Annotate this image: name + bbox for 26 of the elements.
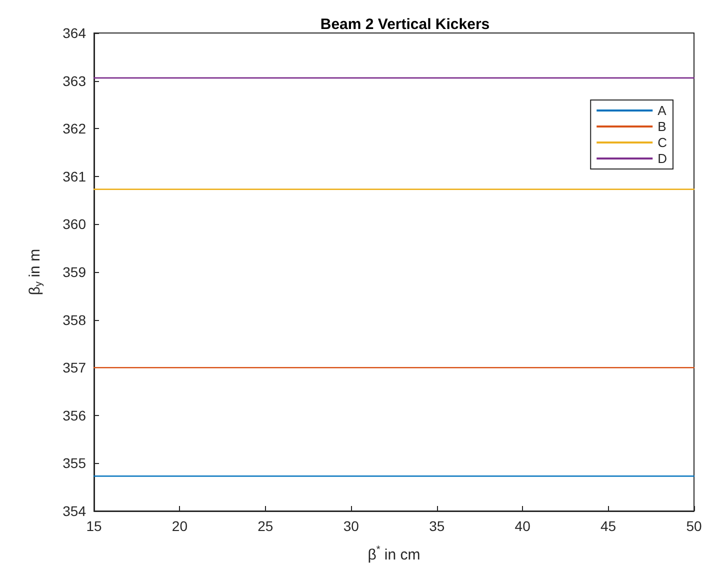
x-tick-label: 25 bbox=[258, 518, 274, 534]
legend-label: A bbox=[658, 103, 667, 118]
chart-title: Beam 2 Vertical Kickers bbox=[320, 16, 490, 33]
y-tick-label: 355 bbox=[62, 455, 86, 472]
x-tick-label: 15 bbox=[86, 518, 102, 534]
x-tick-label: 35 bbox=[429, 518, 445, 534]
y-tick-label: 361 bbox=[62, 168, 86, 184]
legend-label: C bbox=[658, 135, 667, 150]
x-tick-label: 45 bbox=[600, 518, 616, 534]
legend-label: D bbox=[658, 151, 667, 166]
y-tick-label: 360 bbox=[62, 216, 86, 232]
x-tick-label: 30 bbox=[343, 518, 360, 534]
y-tick-label: 363 bbox=[62, 72, 86, 89]
y-tick-label: 358 bbox=[62, 312, 86, 328]
x-tick-label: 40 bbox=[514, 518, 531, 534]
y-tick-label: 354 bbox=[62, 503, 86, 519]
y-tick-label: 359 bbox=[62, 264, 86, 280]
x-tick-label: 20 bbox=[172, 518, 188, 534]
legend-label: B bbox=[658, 119, 666, 134]
x-tick-label: 50 bbox=[686, 518, 702, 534]
y-tick-label: 357 bbox=[62, 360, 86, 376]
y-axis-title: βy in m bbox=[26, 248, 44, 296]
y-tick-label: 364 bbox=[62, 25, 86, 41]
x-axis-title: β* in cm bbox=[368, 544, 420, 564]
y-tick-label: 362 bbox=[62, 120, 86, 137]
y-tick-label: 356 bbox=[62, 407, 86, 424]
